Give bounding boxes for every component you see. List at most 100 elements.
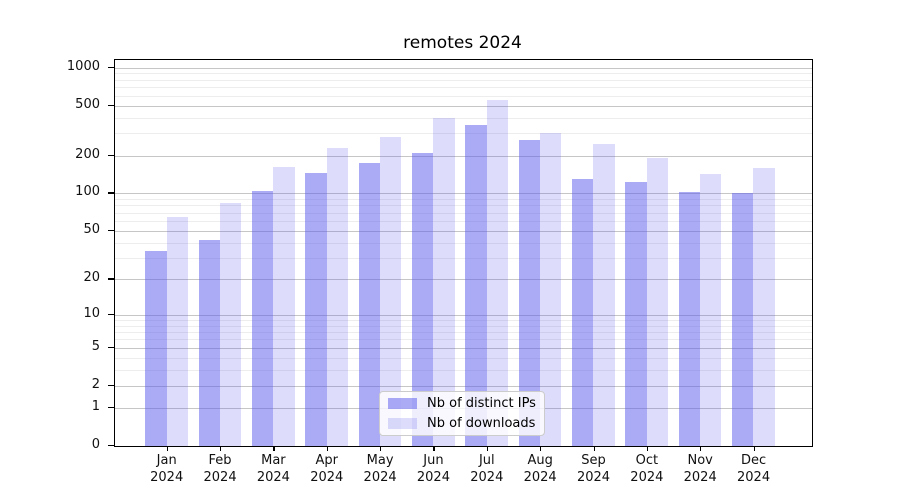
x-tick-year: 2024 (363, 470, 397, 485)
y-tick-mark (108, 346, 114, 349)
legend-swatch-distinct-ips (388, 398, 417, 409)
gridline-minor (115, 87, 812, 89)
x-tick-month: Jun (423, 453, 444, 468)
gridline-major (115, 230, 812, 232)
gridline-minor (115, 257, 812, 259)
y-tick-label: 500 (75, 96, 100, 112)
x-tick-month: Jul (478, 453, 495, 468)
x-tick-label: Jun 2024 (401, 452, 465, 486)
x-tick-label: Nov 2024 (668, 452, 732, 486)
legend-label-downloads: Nb of downloads (427, 416, 536, 431)
bar-ips-jun (411, 152, 434, 446)
y-tick-mark (108, 66, 114, 68)
gridline-minor (115, 198, 812, 200)
gridline-major (115, 385, 812, 387)
x-tick-month: Oct (635, 453, 659, 468)
bar-ips-dec (732, 193, 754, 446)
y-tick-label: 1 (91, 399, 100, 415)
x-tick-mark (433, 446, 435, 451)
x-tick-month: Mar (261, 453, 286, 468)
gridline-minor (115, 325, 812, 327)
x-tick-mark (273, 446, 275, 451)
y-tick-label: 50 (83, 221, 100, 237)
gridline-major (115, 314, 812, 316)
y-tick-label: 20 (83, 270, 100, 286)
gridline-minor (115, 220, 812, 222)
bar-downloads-jun (433, 118, 455, 446)
gridline-minor (115, 73, 812, 75)
gridline-minor (115, 79, 812, 81)
x-tick-year: 2024 (630, 470, 664, 485)
x-tick-mark (166, 446, 168, 451)
x-tick-mark (753, 446, 755, 451)
bar-ips-may (358, 163, 380, 446)
x-tick-year: 2024 (203, 470, 237, 485)
x-tick-year: 2024 (310, 470, 344, 485)
x-tick-month: May (366, 453, 394, 468)
x-tick-label: Mar 2024 (241, 452, 305, 486)
x-tick-mark (326, 446, 329, 451)
gridline-minor (115, 319, 812, 321)
legend-item-distinct-ips: Nb of distinct IPs (388, 396, 536, 411)
gridline-minor (115, 339, 812, 341)
bar-downloads-dec (753, 167, 775, 446)
y-tick-mark (108, 313, 114, 315)
x-tick-year: 2024 (737, 470, 771, 485)
gridline-minor (115, 95, 812, 97)
x-tick-label: Dec 2024 (722, 452, 786, 486)
bar-downloads-aug (540, 133, 562, 446)
y-tick-mark (108, 229, 114, 231)
bar-downloads-sep (593, 144, 615, 446)
y-tick-mark (108, 192, 114, 194)
y-tick-mark (108, 154, 114, 156)
x-tick-year: 2024 (523, 470, 557, 485)
x-tick-mark (646, 446, 649, 451)
y-tick-label: 200 (75, 146, 100, 162)
x-tick-label: Sep 2024 (562, 452, 626, 486)
bar-ips-jan (145, 251, 167, 446)
x-tick-mark (486, 446, 489, 451)
gridline-major (115, 67, 812, 69)
bar-ips-aug (518, 140, 541, 446)
gridline-major (115, 279, 812, 281)
y-tick-mark (108, 384, 114, 387)
gridline-minor (115, 357, 812, 359)
x-tick-year: 2024 (416, 470, 450, 485)
y-tick-label: 1000 (66, 58, 100, 74)
gridline-minor (115, 242, 812, 244)
bar-downloads-jul (486, 99, 509, 446)
bar-downloads-mar (273, 167, 295, 446)
legend: Nb of distinct IPs Nb of downloads (379, 391, 545, 436)
gridline-minor (115, 212, 812, 214)
x-tick-label: Aug 2024 (508, 452, 572, 486)
legend-label-distinct-ips: Nb of distinct IPs (427, 396, 536, 411)
plot-area (114, 59, 813, 447)
bar-ips-apr (305, 172, 327, 446)
gridline-minor (115, 332, 812, 334)
y-tick-label: 2 (91, 376, 100, 392)
x-tick-mark (220, 446, 222, 451)
gridline-major (115, 347, 812, 349)
x-tick-year: 2024 (150, 470, 184, 485)
x-tick-year: 2024 (256, 470, 290, 485)
x-tick-mark (593, 446, 595, 451)
x-tick-label: Jul 2024 (455, 452, 519, 486)
chart-title: remotes 2024 (403, 33, 522, 53)
gridline-minor (115, 205, 812, 207)
bar-downloads-may (380, 137, 402, 446)
x-tick-label: Feb 2024 (188, 452, 252, 486)
x-tick-month: Sep (581, 453, 606, 468)
bar-downloads-feb (219, 202, 242, 446)
bar-downloads-oct (646, 158, 669, 446)
x-tick-month: Jan (156, 453, 177, 468)
x-tick-label: Jan 2024 (135, 452, 199, 486)
bar-ips-sep (572, 179, 594, 446)
gridline-minor (115, 370, 812, 372)
bar-ips-jul (465, 125, 487, 446)
gridline-minor (115, 133, 812, 135)
x-tick-month: Feb (208, 453, 232, 468)
bar-downloads-jan (166, 216, 188, 446)
y-tick-label: 5 (91, 338, 100, 354)
gridline-major (115, 105, 812, 107)
x-tick-label: Oct 2024 (615, 452, 679, 486)
